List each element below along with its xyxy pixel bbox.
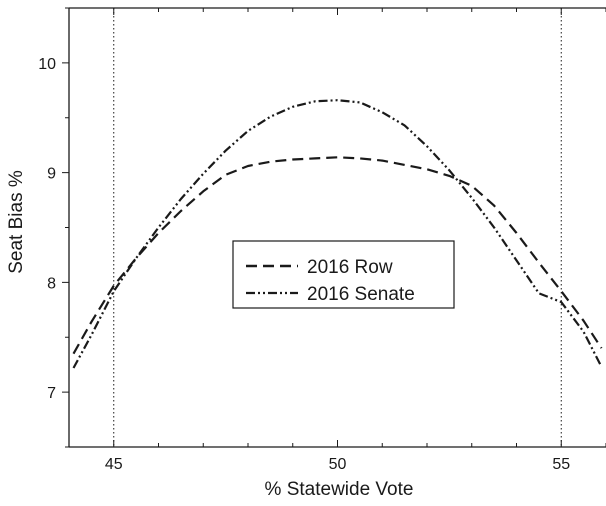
legend-label-2016-senate: 2016 Senate <box>307 284 415 305</box>
y-tick-label: 9 <box>47 166 56 183</box>
x-axis-title: % Statewide Vote <box>265 479 414 500</box>
x-tick-label: 45 <box>105 456 123 473</box>
reference-lines <box>113 8 562 447</box>
y-tick-label: 7 <box>47 385 56 402</box>
legend: 2016 Row 2016 Senate <box>232 240 455 309</box>
series-line-2016-senate <box>72 99 603 369</box>
legend-label-2016-row: 2016 Row <box>307 257 393 278</box>
x-tick-label: 50 <box>329 456 347 473</box>
series-layer <box>72 99 603 369</box>
y-tick-label: 8 <box>47 275 56 292</box>
y-tick-label: 10 <box>38 56 56 73</box>
axes-layer <box>68 7 606 448</box>
series-line-2016-row <box>72 156 603 355</box>
legend-box <box>232 240 455 309</box>
ticks-layer: 45 50 55 7 8 9 10 <box>38 7 606 473</box>
y-axis-title: Seat Bias % <box>6 170 27 274</box>
x-tick-label: 55 <box>552 456 570 473</box>
